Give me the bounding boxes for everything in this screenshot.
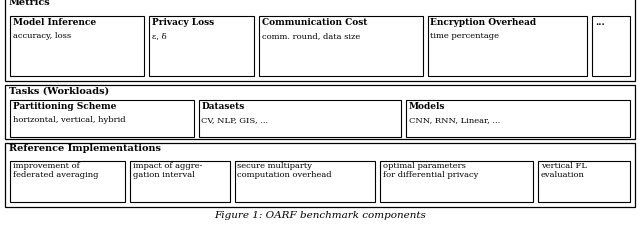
FancyBboxPatch shape xyxy=(149,17,254,76)
FancyBboxPatch shape xyxy=(10,161,125,202)
Text: Tasks (Workloads): Tasks (Workloads) xyxy=(9,86,109,95)
Text: Reference Implementations: Reference Implementations xyxy=(9,144,161,153)
Text: Datasets: Datasets xyxy=(202,102,244,110)
FancyBboxPatch shape xyxy=(5,143,635,207)
Text: Partitioning Scheme: Partitioning Scheme xyxy=(13,102,116,110)
Text: CNN, RNN, Linear, ...: CNN, RNN, Linear, ... xyxy=(408,116,500,124)
FancyBboxPatch shape xyxy=(10,101,194,138)
Text: vertical FL
evaluation: vertical FL evaluation xyxy=(541,162,587,179)
Text: ...: ... xyxy=(595,18,605,27)
FancyBboxPatch shape xyxy=(538,161,630,202)
Text: comm. round, data size: comm. round, data size xyxy=(262,32,360,40)
FancyBboxPatch shape xyxy=(10,17,144,76)
Text: Privacy Loss: Privacy Loss xyxy=(152,18,214,27)
Text: Models: Models xyxy=(408,102,445,110)
Text: time percentage: time percentage xyxy=(430,32,499,40)
Text: improvement of
federated averaging: improvement of federated averaging xyxy=(13,162,99,179)
FancyBboxPatch shape xyxy=(406,101,630,138)
Text: horizontal, vertical, hybrid: horizontal, vertical, hybrid xyxy=(13,116,125,124)
FancyBboxPatch shape xyxy=(380,161,533,202)
FancyBboxPatch shape xyxy=(199,101,401,138)
FancyBboxPatch shape xyxy=(428,17,588,76)
FancyBboxPatch shape xyxy=(593,17,630,76)
Text: Metrics: Metrics xyxy=(9,0,51,7)
FancyBboxPatch shape xyxy=(235,161,375,202)
FancyBboxPatch shape xyxy=(131,161,230,202)
Text: Communication Cost: Communication Cost xyxy=(262,18,367,27)
Text: impact of aggre-
gation interval: impact of aggre- gation interval xyxy=(133,162,202,179)
Text: CV, NLP, GIS, ...: CV, NLP, GIS, ... xyxy=(202,116,268,124)
Text: secure multiparty
computation overhead: secure multiparty computation overhead xyxy=(237,162,332,179)
FancyBboxPatch shape xyxy=(5,86,635,140)
Text: accuracy, loss: accuracy, loss xyxy=(13,32,71,40)
Text: Figure 1: OARF benchmark components: Figure 1: OARF benchmark components xyxy=(214,210,426,219)
FancyBboxPatch shape xyxy=(5,0,635,82)
Text: optimal parameters
for differential privacy: optimal parameters for differential priv… xyxy=(383,162,478,179)
Text: Encryption Overhead: Encryption Overhead xyxy=(430,18,536,27)
FancyBboxPatch shape xyxy=(259,17,422,76)
Text: Model Inference: Model Inference xyxy=(13,18,96,27)
Text: ε, δ: ε, δ xyxy=(152,32,166,40)
